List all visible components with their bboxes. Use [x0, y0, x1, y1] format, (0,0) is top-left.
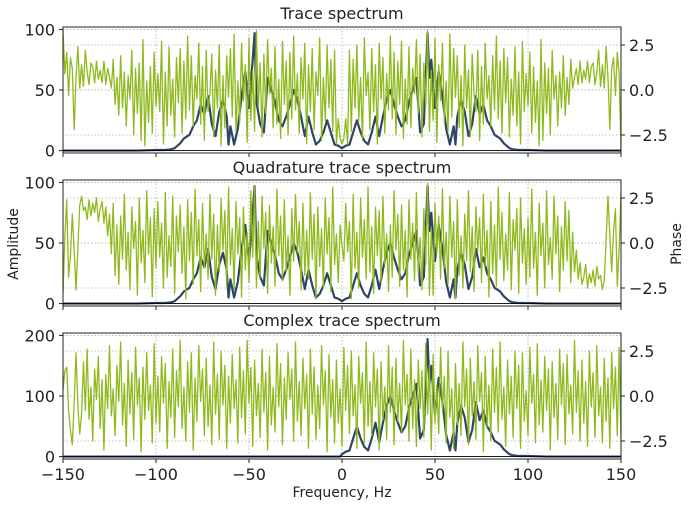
y-tick-label: 200 — [24, 326, 55, 345]
x-axis-title: Frequency, Hz — [292, 485, 391, 501]
chart-title: Trace spectrum — [279, 4, 403, 23]
x-tick-label: 50 — [425, 465, 445, 484]
x-tick-label: −50 — [232, 465, 266, 484]
plot-area — [63, 337, 621, 458]
y-tick-label: 100 — [24, 20, 55, 39]
y-tick-label: 0 — [45, 448, 55, 467]
chart-title: Quadrature trace spectrum — [233, 158, 452, 177]
phase-series-line — [63, 29, 621, 150]
y2-tick-label: 0.0 — [629, 234, 654, 253]
chart-title: Complex trace spectrum — [243, 311, 440, 330]
y-tick-label: 100 — [24, 387, 55, 406]
x-tick-label: 100 — [513, 465, 544, 484]
y2-tick-label: −2.5 — [629, 126, 668, 145]
y2-tick-label: 0.0 — [629, 81, 654, 100]
phase-series-line — [63, 182, 621, 300]
x-tick-label: −150 — [41, 465, 85, 484]
phase-series-line — [63, 339, 621, 453]
y-tick-label: 50 — [35, 234, 55, 253]
y-tick-label: 0 — [45, 295, 55, 314]
x-tick-label: −100 — [134, 465, 178, 484]
y2-tick-label: −2.5 — [629, 279, 668, 298]
chart-panel-1: 0 50 100 2.5 0.0 −2.5 Trace spectrum — [24, 4, 667, 161]
y-axis-title-right: Phase — [669, 223, 685, 265]
y-tick-label: 50 — [35, 81, 55, 100]
plot-area — [63, 29, 621, 152]
x-tick-label: 0 — [337, 465, 347, 484]
y-axis-title-left: Amplitude — [6, 208, 22, 280]
chart-panel-2: 0 50 100 2.5 0.0 −2.5 Quadrature trace spectru… — [24, 158, 667, 314]
y2-tick-label: 2.5 — [629, 36, 654, 55]
x-tick-label: 150 — [606, 465, 637, 484]
y2-tick-label: 2.5 — [629, 342, 654, 361]
plot-area — [63, 182, 621, 305]
y2-tick-label: −2.5 — [629, 432, 668, 451]
y2-tick-label: 2.5 — [629, 189, 654, 208]
chart-panel-3: −150 −100 −50 0 50 100 150 0 100 200 2.5 0.0 −2.5 Com… — [24, 311, 667, 484]
y2-tick-label: 0.0 — [629, 387, 654, 406]
y-tick-label: 100 — [24, 173, 55, 192]
y-tick-label: 0 — [45, 142, 55, 161]
